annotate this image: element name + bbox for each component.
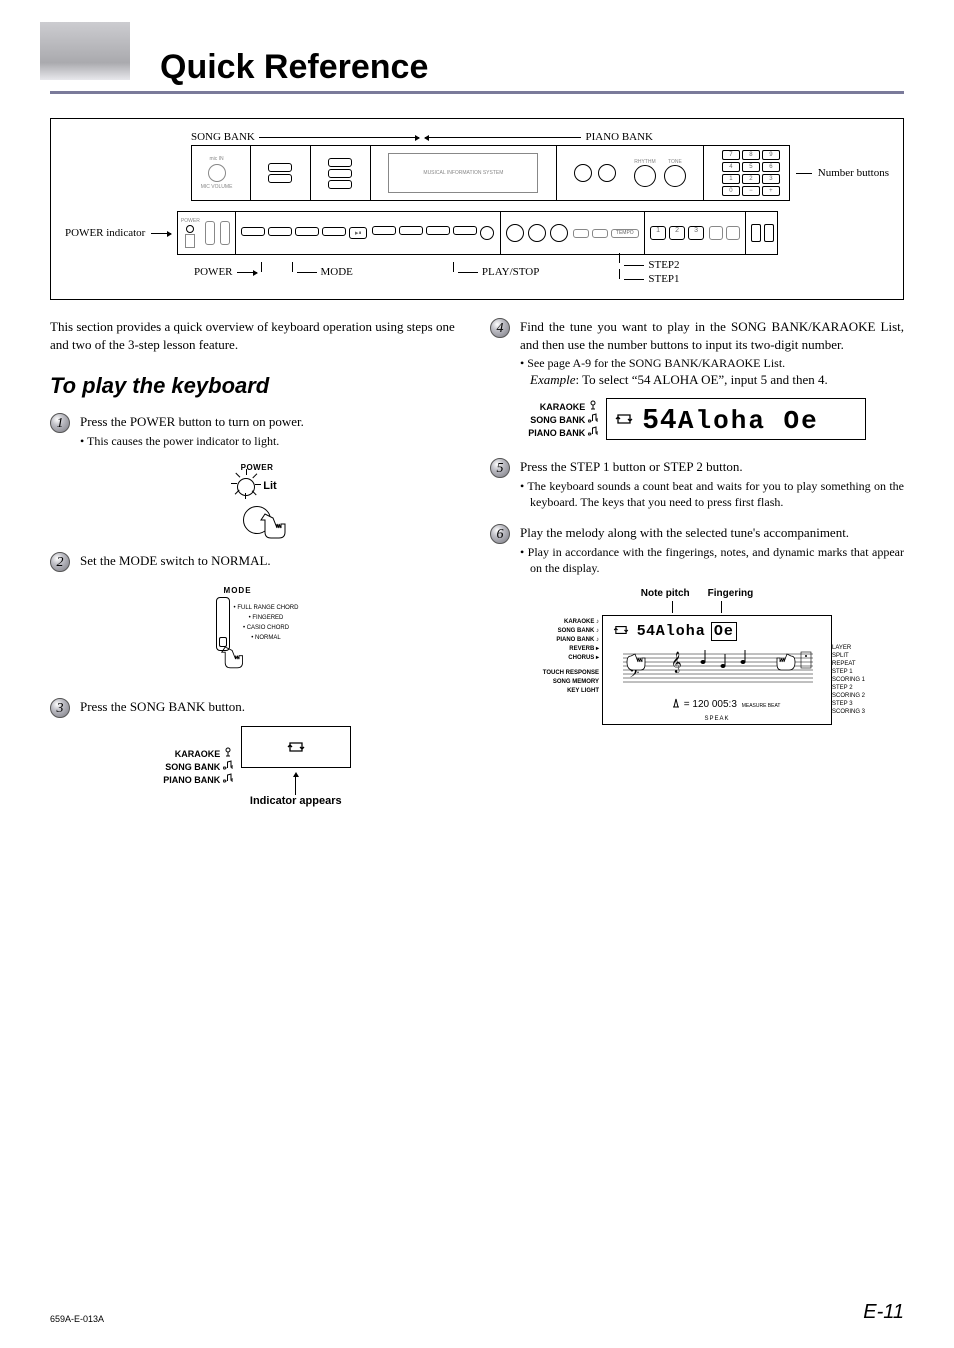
intro-text: This section provides a quick overview o… (50, 318, 464, 353)
page-title: Quick Reference (50, 40, 904, 91)
lcd-aloha: 54Aloha Oe (606, 398, 866, 440)
label-step1: STEP1 (648, 273, 679, 285)
staff-icon: 𝄞 𝄢 (623, 650, 813, 686)
indicator-arrow (293, 772, 299, 795)
figure-mode-switch: MODE FULL RANGE CHORD FINGERED CASIO CHO… (50, 580, 464, 680)
title-block: Quick Reference (50, 40, 904, 94)
step-number-5: 5 (490, 458, 510, 478)
label-number-buttons: Number buttons (818, 167, 889, 179)
keyboard-upper-panel: mic IN MIC VOLUME MUSICAL INFORMATION SY… (191, 145, 790, 201)
label-note-pitch: Note pitch (641, 588, 690, 599)
figure-song-bank-button: KARAOKE SONG BANK PIANO BANK Indicator a… (50, 726, 464, 807)
lcd-text: 54Aloha Oe (643, 403, 819, 436)
big-lcd-tempo: = 120 005:3 MEASURE BEAT (671, 698, 781, 710)
big-lcd-left-labels: KARAOKE ♪ SONG BANK ♪ PIANO BANK ♪ REVER… (539, 618, 599, 696)
step-number-1: 1 (50, 413, 70, 433)
mode-slider-icon (216, 597, 230, 651)
bank-labels: KARAOKE SONG BANK PIANO BANK (163, 747, 233, 786)
keyboard-lower-panel: POWER ▸∎ T (177, 211, 778, 255)
step-6-bullet: Play in accordance with the fingerings, … (520, 544, 904, 576)
big-lcd: KARAOKE ♪ SONG BANK ♪ PIANO BANK ♪ REVER… (602, 615, 832, 725)
step-number-2: 2 (50, 552, 70, 572)
label-power: POWER (194, 266, 233, 278)
figure-big-lcd: Note pitch Fingering KARAOKE ♪ SONG BANK… (490, 588, 904, 730)
svg-text:𝄞: 𝄞 (671, 652, 682, 673)
step-1-bullet: This causes the power indicator to light… (80, 433, 464, 449)
bank-labels: KARAOKE SONG BANK PIANO BANK (528, 400, 598, 439)
label-mode: MODE (321, 266, 353, 278)
fig-mode-label: MODE (224, 586, 252, 595)
label-play-stop: PLAY/STOP (482, 266, 539, 278)
pointing-hand-icon (259, 512, 285, 542)
metronome-icon (671, 698, 681, 708)
loop-icon (613, 624, 629, 636)
label-piano-bank: PIANO BANK (585, 131, 653, 143)
music-note-icon (223, 773, 233, 783)
mode-options: FULL RANGE CHORD FINGERED CASIO CHORD NO… (234, 597, 299, 651)
step-4-example: Example: To select “54 ALOHA OE”, input … (520, 371, 904, 389)
page-footer: 659A-E-013A E-11 (50, 1301, 904, 1324)
section-heading: To play the keyboard (50, 373, 464, 399)
label-power-indicator: POWER indicator (65, 227, 145, 239)
keyboard-overview-diagram: SONG BANK PIANO BANK mic IN MIC VOLUME (50, 118, 904, 300)
step-2-text: Set the MODE switch to NORMAL. (80, 552, 464, 570)
step-1-text: Press the POWER button to turn on power. (80, 413, 464, 431)
footer-page-number: E-11 (863, 1301, 904, 1324)
big-lcd-title: 54Aloha Oe (637, 622, 737, 640)
indicator-caption: Indicator appears (250, 795, 342, 807)
step-4: 4 Find the tune you want to play in the … (490, 318, 904, 389)
number-pad: 789 456 123 0−+ (722, 150, 780, 196)
label-step2: STEP2 (648, 259, 679, 271)
right-column: 4 Find the tune you want to play in the … (490, 318, 904, 825)
step-6-text: Play the melody along with the selected … (520, 524, 904, 542)
loop-icon (615, 412, 633, 426)
figure-lcd-54-aloha: KARAOKE SONG BANK PIANO BANK 54Aloha Oe (490, 397, 904, 441)
figure-power-lit: POWER (50, 457, 464, 534)
big-lcd-right-labels: LAYER SPLIT REPEAT STEP 1 SCORING 1 STEP… (832, 644, 865, 716)
mic-icon (223, 747, 233, 757)
music-note-icon (588, 426, 598, 436)
power-led-icon (237, 478, 255, 496)
step-number-4: 4 (490, 318, 510, 338)
label-song-bank: SONG BANK (191, 131, 255, 143)
title-rule (50, 91, 904, 94)
step-number-6: 6 (490, 524, 510, 544)
music-note-icon (223, 760, 233, 770)
step-5-text: Press the STEP 1 button or STEP 2 button… (520, 458, 904, 476)
step-5: 5 Press the STEP 1 button or STEP 2 butt… (490, 458, 904, 510)
step-1: 1 Press the POWER button to turn on powe… (50, 413, 464, 449)
step-4-text: Find the tune you want to play in the SO… (520, 318, 904, 353)
label-fingering: Fingering (708, 588, 754, 599)
step-number-3: 3 (50, 698, 70, 718)
step-4-bullet: See page A-9 for the SONG BANK/KARAOKE L… (520, 355, 904, 371)
content-columns: This section provides a quick overview o… (50, 318, 904, 825)
step-3: 3 Press the SONG BANK button. (50, 698, 464, 718)
mic-icon (588, 400, 598, 410)
step-2: 2 Set the MODE switch to NORMAL. (50, 552, 464, 572)
left-column: This section provides a quick overview o… (50, 318, 464, 825)
fig-lit-label: Lit (263, 480, 276, 492)
step-5-bullet: The keyboard sounds a count beat and wai… (520, 478, 904, 510)
step-3-text: Press the SONG BANK button. (80, 698, 464, 716)
footer-doc-id: 659A-E-013A (50, 1314, 104, 1324)
loop-icon (287, 740, 305, 754)
music-note-icon (588, 413, 598, 423)
big-lcd-speak: SPEAK (603, 716, 831, 722)
step-6: 6 Play the melody along with the selecte… (490, 524, 904, 576)
lcd-small (241, 726, 351, 768)
